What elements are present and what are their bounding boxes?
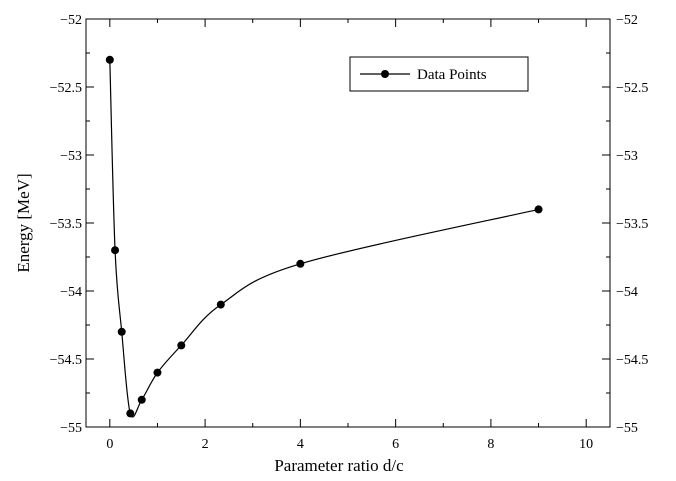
legend: Data Points	[349, 56, 529, 92]
y-tick-label-right: −54	[616, 285, 638, 300]
data-point	[216, 300, 225, 309]
y-tick-label-right: −53	[616, 149, 638, 164]
data-points	[105, 55, 543, 418]
x-tick-label: 10	[579, 437, 593, 452]
y-tick-label-right: −55	[616, 421, 638, 436]
x-tick-label: 2	[202, 437, 209, 452]
y-tick-label-left: −52	[60, 13, 82, 28]
curve-layer	[109, 59, 539, 418]
y-axis-label: Energy [MeV]	[14, 173, 33, 272]
legend-label: Data Points	[417, 67, 487, 83]
y-tick-label-left: −54	[60, 285, 82, 300]
legend-marker-sample	[381, 70, 389, 78]
plot-area	[85, 18, 611, 428]
y-tick-label-right: −52.5	[616, 81, 648, 96]
x-axis-label: Parameter ratio d/c	[274, 456, 404, 475]
series-line-data-points	[109, 59, 539, 418]
y-tick-label-right: −53.5	[616, 217, 648, 232]
y-tick-label-left: −53	[60, 149, 82, 164]
x-tick-label: 0	[106, 437, 113, 452]
x-tick-label: 8	[487, 437, 494, 452]
data-point	[534, 205, 543, 214]
plot-frame	[85, 18, 611, 428]
x-tick-label: 4	[297, 437, 304, 452]
data-point	[111, 246, 120, 255]
data-point	[153, 368, 162, 377]
data-point	[177, 341, 186, 350]
y-tick-label-right: −54.5	[616, 353, 648, 368]
axis-ticks: 0 2 4 6 8 10 −52 −52 −52.5 −52.5 −53 −53 −53.5 −53.5 −…	[50, 13, 649, 452]
data-point	[296, 259, 305, 268]
y-tick-label-left: −53.5	[50, 217, 82, 232]
data-point	[105, 55, 114, 64]
y-tick-label-left: −55	[60, 421, 82, 436]
y-tick-label-left: −52.5	[50, 81, 82, 96]
data-point	[117, 327, 126, 336]
data-point	[126, 409, 135, 418]
y-tick-label-right: −52	[616, 13, 638, 28]
data-point	[137, 395, 146, 404]
y-tick-label-left: −54.5	[50, 353, 82, 368]
x-tick-label: 6	[392, 437, 399, 452]
